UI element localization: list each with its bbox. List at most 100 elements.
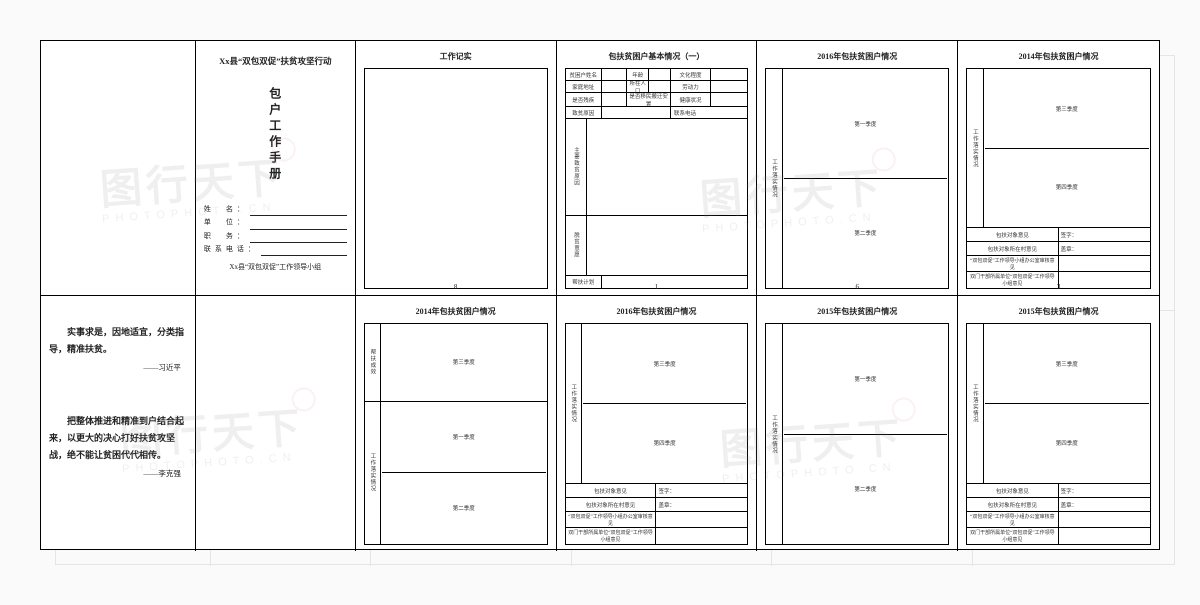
table-cell [656, 512, 747, 527]
table-cell: 年龄 [627, 69, 649, 80]
table-cell: 包扶对象意见 [967, 228, 1058, 241]
quarter-label: 第三季度 [381, 324, 546, 401]
page-2014-a: 2014年包扶贫困户情况 工作落实情况 第三季度 第四季度 包扶对象意见 签字： [958, 41, 1159, 295]
quarter-label: 第一季度 [854, 325, 876, 434]
table-cell [1059, 256, 1150, 271]
page-title: 包扶贫困户基本情况（一） [565, 51, 749, 62]
page-title: 2015年包扶贫困户情况 [765, 306, 949, 317]
quarter-table: 工作落实情况 第一季度 第二季度 [765, 323, 949, 545]
side-label: 工作落实情况 [566, 324, 582, 483]
cover-field-line [261, 243, 347, 256]
table-cell [602, 81, 627, 92]
page-back-cover [41, 41, 196, 295]
table-cell [649, 69, 671, 80]
table-cell: 是否移民搬迁安置 [627, 93, 671, 106]
quarter-label: 第二季度 [784, 178, 947, 287]
table-cell [587, 216, 747, 275]
basic-info-table: 贫困户姓名 年龄 文化程度 家庭地址 所在人口 劳动力 [565, 68, 749, 289]
quarter-label: 第二季度 [784, 434, 947, 544]
quote-1: 实事求是，因地适宜，分类指导，精准扶贫。 [49, 324, 187, 358]
side-label: 帮扶成效 [365, 324, 381, 401]
cover-footer: Xx县“双包双促”工作领导小组 [204, 262, 347, 272]
table-cell: “双包双促”工作领导小组办公室审核意见 [967, 512, 1058, 527]
quote-2: 把整体推进和精准到户结合起来，以更大的决心打好扶贫攻坚战，绝不能让贫困代代相传。 [49, 413, 187, 464]
cover-field-label: 职 务： [204, 230, 248, 243]
table-cell: 联系电话 [671, 107, 747, 118]
table-cell [656, 528, 747, 544]
table-cell [711, 93, 747, 106]
table-cell [602, 107, 671, 118]
page-title: 2014年包扶贫困户情况 [364, 306, 548, 317]
page-2015-a: 2015年包扶贫困户情况 工作落实情况 第一季度 第二季度 [757, 296, 958, 551]
table-cell: “双包双促”工作领导小组办公室审核意见 [967, 256, 1058, 271]
page-title: 2014年包扶贫困户情况 [966, 51, 1151, 62]
detail-table: 工作落实情况 第三季度 第四季度 包扶对象意见 签字： 包扶对象所在村意见 盖章… [966, 68, 1151, 289]
table-cell: 包扶对象意见 [566, 484, 657, 497]
table-cell [602, 69, 627, 80]
page-2016-b: 2016年包扶贫困户情况 工作落实情况 第三季度 第四季度 包扶对象意见 签字： [557, 296, 758, 551]
table-cell: 包扶对象所在村意见 [566, 498, 657, 511]
quarter-label: 第三季度 [1056, 325, 1078, 403]
quarter-label: 第四季度 [583, 403, 746, 482]
side-label: 工作落实情况 [766, 324, 782, 544]
table-cell [711, 69, 747, 80]
cover-field-label: 联系电话： [204, 243, 259, 256]
table-cell: 主要致贫原因 [566, 119, 588, 215]
table-cell [711, 81, 747, 92]
side-label: 工作落实情况 [766, 69, 782, 288]
table-cell: 包扶对象意见 [967, 484, 1058, 497]
table-cell [602, 93, 627, 106]
page-title: 工作记实 [364, 51, 548, 62]
table-cell: 签字： [1059, 228, 1150, 241]
table-cell [1059, 512, 1150, 527]
quarter-label: 第三季度 [654, 325, 676, 403]
cover-title-vertical: 包户工作手册 [267, 87, 284, 183]
quarter-label: 第二季度 [382, 472, 545, 543]
table-cell: 所在人口 [627, 81, 649, 92]
quarter-label: 第一季度 [854, 70, 876, 178]
page-title: 2016年包扶贫困户情况 [765, 51, 949, 62]
page-blank [196, 296, 356, 551]
page-number: 3 [958, 283, 1159, 291]
page-quotes: 实事求是，因地适宜，分类指导，精准扶贫。 ——习近平 把整体推进和精准到户结合起… [41, 296, 196, 551]
page-cover: Xx县“双包双促”扶贫攻坚行动 包户工作手册 姓 名： 单 位： 职 务： 联系… [196, 41, 356, 295]
cover-header: Xx县“双包双促”扶贫攻坚行动 [204, 55, 347, 67]
table-cell [587, 119, 747, 215]
side-label: 工作落实情况 [967, 324, 983, 483]
row-top: Xx县“双包双促”扶贫攻坚行动 包户工作手册 姓 名： 单 位： 职 务： 联系… [41, 41, 1159, 296]
table-cell: 包扶对象所在村意见 [967, 242, 1058, 255]
table-cell: 致贫原因 [566, 107, 602, 118]
page-work-log: 工作记实 8 [356, 41, 557, 295]
table-cell: “双包双促”工作领导小组办公室审核意见 [566, 512, 657, 527]
page-2015-b: 2015年包扶贫困户情况 工作落实情况 第三季度 第四季度 包扶对象意见 签字： [958, 296, 1159, 551]
detail-table: 工作落实情况 第三季度 第四季度 包扶对象意见 签字： 包扶对象所在村意见 盖章… [966, 323, 1151, 545]
page-2016-a: 2016年包扶贫困户情况 工作落实情况 第一季度 第二季度 6 [757, 41, 958, 295]
table-cell: 劳动力 [671, 81, 711, 92]
table-cell: 盖章： [1059, 498, 1150, 511]
page-2014-b: 2014年包扶贫困户情况 帮扶成效 第三季度 工作落实情况 第一季度 第二季度 [356, 296, 557, 551]
page-title: 2015年包扶贫困户情况 [966, 306, 1151, 317]
page-basic-info: 包扶贫困户基本情况（一） 贫困户姓名 年龄 文化程度 家庭地址 所在人口 [557, 41, 758, 295]
page-title: 2016年包扶贫困户情况 [565, 306, 749, 317]
quote-1-src: ——习近平 [49, 362, 181, 373]
cover-field-line [250, 230, 347, 243]
page-number: 8 [356, 283, 556, 291]
cover-fields: 姓 名： 单 位： 职 务： 联系电话： [204, 203, 347, 256]
table-cell: 包扶对象所在村意见 [967, 498, 1058, 511]
quarter-label: 第四季度 [985, 148, 1149, 227]
table-cell: 贫困户姓名 [566, 69, 602, 80]
table-cell: 是否残疾 [566, 93, 602, 106]
detail-table: 工作落实情况 第三季度 第四季度 包扶对象意见 签字： 包扶对象所在村意见 盖章… [565, 323, 749, 545]
table-cell: 脱贫意愿 [566, 216, 588, 275]
table-cell: 双门干部所属单位“双包双促”工作领导小组意见 [566, 528, 657, 544]
cover-field-line [250, 203, 347, 216]
table-cell: 盖章： [1059, 242, 1150, 255]
side-label: 工作落实情况 [967, 69, 983, 227]
cover-field-label: 姓 名： [204, 203, 248, 216]
quarter-label: 第四季度 [985, 403, 1149, 482]
table-cell: 盖章： [656, 498, 747, 511]
sheet: Xx县“双包双促”扶贫攻坚行动 包户工作手册 姓 名： 单 位： 职 务： 联系… [40, 40, 1160, 550]
page-number: 1 [557, 283, 757, 291]
table-cell: 签字： [1059, 484, 1150, 497]
table-cell: 文化程度 [671, 69, 711, 80]
